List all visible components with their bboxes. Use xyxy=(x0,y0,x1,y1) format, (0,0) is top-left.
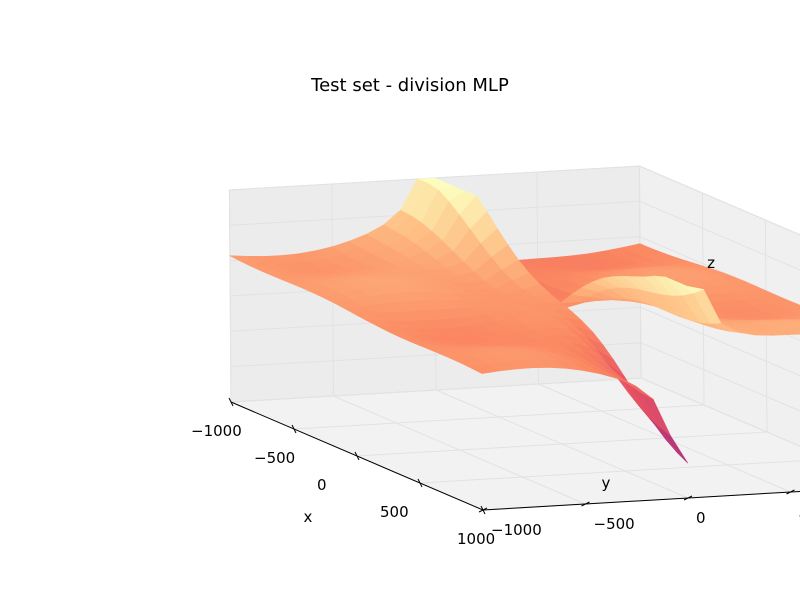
y-tick xyxy=(581,501,590,507)
y-tick xyxy=(786,489,795,495)
z-grid-line xyxy=(229,165,800,236)
y-tick xyxy=(478,507,488,513)
x-tick-label: 1000 xyxy=(457,530,495,548)
x-tick xyxy=(354,451,360,461)
y-tick-label: −1000 xyxy=(491,521,542,539)
y-tick-label: 500 xyxy=(799,503,800,521)
z-axis-label: z xyxy=(707,254,715,272)
x-axis-label: x xyxy=(304,508,313,526)
z-grid-line xyxy=(230,306,800,377)
x-tick xyxy=(228,397,234,407)
surface-facet xyxy=(471,364,500,374)
x-grid-line xyxy=(419,460,800,484)
tick-labels: −1000−50005001000−1000−50005001000−20−15… xyxy=(191,422,800,548)
y-tick-label: 0 xyxy=(696,509,706,527)
chart-title: Test set - division MLP xyxy=(310,75,509,96)
y-tick xyxy=(683,495,693,501)
z-grid-line xyxy=(230,377,800,447)
x-tick-label: 0 xyxy=(317,476,327,494)
z-grid-line xyxy=(230,342,800,412)
x-tick xyxy=(417,478,423,488)
x-tick-label: 500 xyxy=(380,503,409,521)
z-grid-line xyxy=(229,200,800,271)
tick-marks xyxy=(228,397,795,515)
surface xyxy=(229,177,800,464)
y-axis-label: y xyxy=(602,474,611,492)
surface-facet xyxy=(675,281,704,294)
x-tick xyxy=(291,424,297,434)
x-tick-label: −500 xyxy=(254,449,295,467)
x-tick-label: −1000 xyxy=(191,422,242,440)
y-tick-label: −500 xyxy=(594,515,635,533)
